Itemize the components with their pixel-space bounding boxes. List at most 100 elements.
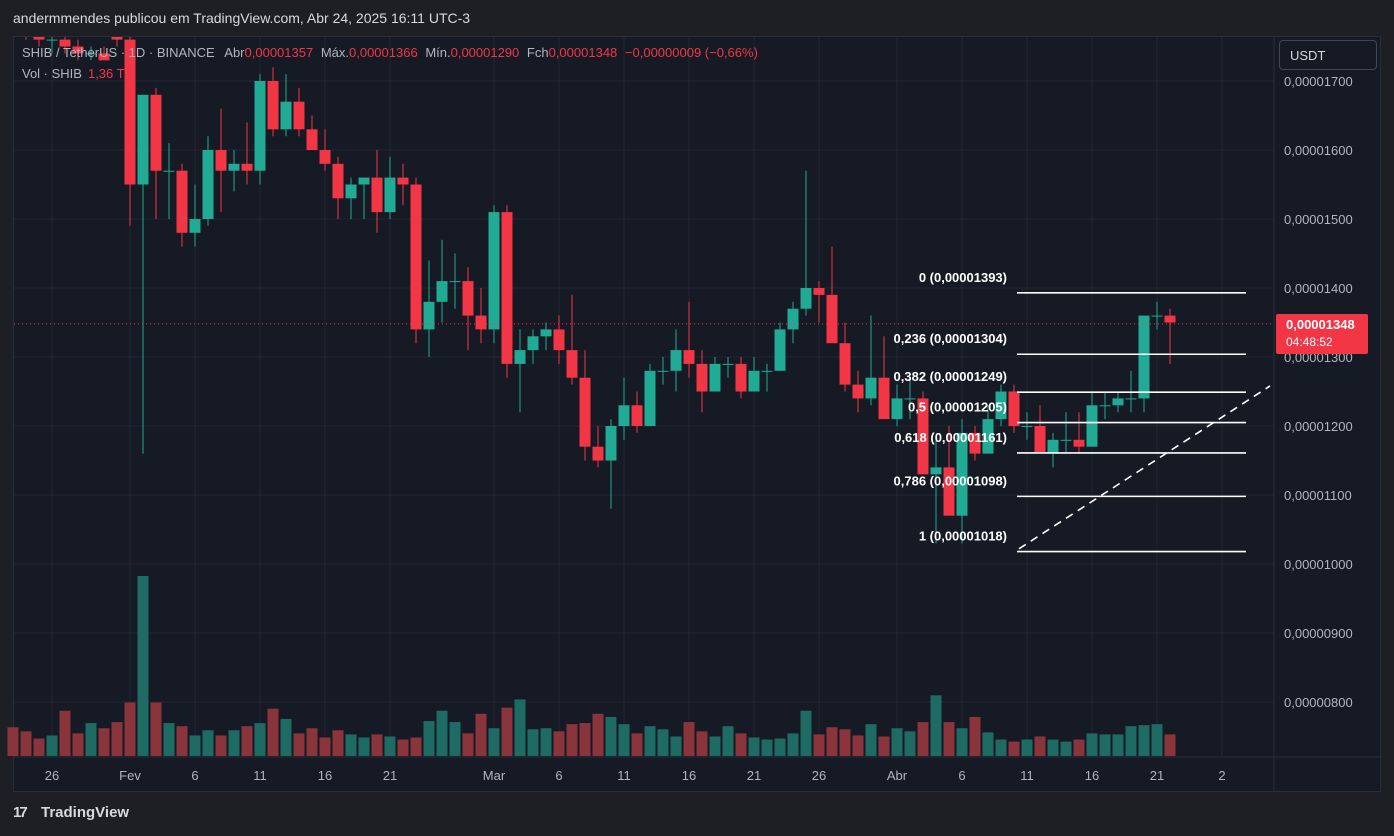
low-value: 0,00001290 bbox=[450, 45, 520, 60]
y-tick-label: 0,00001200 bbox=[1284, 419, 1353, 434]
volume-bar bbox=[1047, 739, 1059, 756]
open-label: Abr bbox=[224, 45, 245, 60]
volume-bar bbox=[98, 728, 110, 756]
volume-bar bbox=[618, 724, 630, 756]
volume-bar bbox=[735, 733, 747, 756]
volume-bar bbox=[1021, 739, 1033, 756]
candle-body bbox=[865, 377, 877, 399]
volume-bar bbox=[722, 726, 734, 756]
candle-body bbox=[475, 315, 487, 330]
volume-value: 1,36 T bbox=[87, 66, 125, 81]
candle-body bbox=[189, 219, 201, 233]
candle-body bbox=[709, 363, 721, 392]
candle-body bbox=[904, 398, 916, 400]
candle-body bbox=[358, 177, 370, 185]
volume-label[interactable]: Vol · SHIB bbox=[22, 66, 82, 81]
candle-body bbox=[410, 184, 422, 330]
tradingview-footer[interactable]: 17 TradingView bbox=[13, 804, 129, 821]
candle-body bbox=[98, 53, 110, 61]
volume-bar bbox=[774, 738, 786, 756]
volume-bar bbox=[371, 734, 383, 756]
tradingview-logo-icon: 17 bbox=[13, 804, 28, 821]
x-tick-label: 21 bbox=[1150, 768, 1164, 783]
candle-body bbox=[150, 94, 162, 171]
candle-body bbox=[436, 281, 448, 302]
volume-bar bbox=[982, 732, 994, 756]
candle-body bbox=[280, 101, 292, 130]
y-tick-label: 0,00001100 bbox=[1284, 488, 1352, 503]
candle-body bbox=[1151, 315, 1163, 317]
x-tick-label: Abr bbox=[887, 768, 908, 783]
candle-body bbox=[1099, 405, 1111, 407]
fib-level-label: 1 (0,00001018) bbox=[919, 529, 1007, 544]
volume-bar bbox=[189, 735, 201, 756]
volume-bar bbox=[150, 702, 162, 756]
volume-bar bbox=[670, 736, 682, 756]
volume-bar bbox=[137, 576, 149, 756]
volume-bar bbox=[995, 739, 1007, 756]
candle-body bbox=[670, 350, 682, 371]
candle-body bbox=[852, 384, 864, 399]
y-tick-label: 0,00001600 bbox=[1284, 143, 1353, 158]
candle-body bbox=[21, 26, 32, 33]
candle-body bbox=[540, 329, 552, 337]
high-label: Máx. bbox=[320, 45, 349, 60]
chart-panel[interactable] bbox=[13, 36, 1381, 792]
volume-bar bbox=[1138, 725, 1150, 756]
candle-body bbox=[1021, 426, 1033, 427]
candle-body bbox=[397, 177, 409, 185]
symbol-header: SHIB / TetherUS · 1D · BINANCE Abr 0,0000… bbox=[22, 45, 758, 60]
volume-bar bbox=[33, 738, 45, 756]
volume-bar bbox=[319, 737, 331, 756]
volume-bar bbox=[267, 708, 279, 756]
y-tick-label: 0,00000800 bbox=[1284, 695, 1353, 710]
volume-bar bbox=[293, 733, 305, 756]
volume-bar bbox=[1099, 734, 1111, 756]
volume-bar bbox=[514, 699, 526, 756]
volume-bar bbox=[384, 736, 396, 756]
candle-body bbox=[579, 377, 591, 447]
x-tick-label: Fev bbox=[119, 768, 141, 783]
fib-level-label: 0,5 (0,00001205) bbox=[908, 400, 1007, 415]
candle-body bbox=[345, 184, 357, 199]
y-tick-label: 0,00001400 bbox=[1284, 281, 1353, 296]
volume-bar bbox=[475, 713, 487, 756]
candle-body bbox=[761, 370, 773, 372]
last-price-tag: 0,00001348 04:48:52 bbox=[1276, 314, 1368, 354]
candle-body bbox=[553, 329, 565, 351]
symbol-label[interactable]: SHIB / TetherUS · 1D · BINANCE bbox=[22, 45, 215, 60]
candle-body bbox=[891, 398, 903, 420]
volume-bar bbox=[813, 734, 825, 756]
volume-bar bbox=[228, 730, 240, 756]
volume-bar bbox=[254, 723, 266, 756]
volume-bar bbox=[501, 707, 513, 756]
candle-body bbox=[371, 177, 383, 213]
volume-bar bbox=[85, 723, 97, 756]
currency-button[interactable]: USDT bbox=[1279, 40, 1377, 70]
volume-bar bbox=[124, 702, 136, 756]
volume-bar bbox=[644, 726, 656, 756]
close-value: 0,00001348 bbox=[548, 45, 618, 60]
candle-body bbox=[111, 37, 123, 40]
candle-body bbox=[1060, 439, 1072, 441]
volume-bar bbox=[631, 733, 643, 756]
candle-body bbox=[176, 170, 188, 233]
brand-label: TradingView bbox=[41, 804, 130, 821]
volume-bar bbox=[917, 722, 929, 756]
low-label: Mín. bbox=[425, 45, 451, 60]
volume-bar bbox=[111, 722, 123, 756]
x-tick-label: 16 bbox=[318, 768, 332, 783]
volume-bar bbox=[696, 731, 708, 756]
volume-bar bbox=[1073, 739, 1085, 756]
volume-bar bbox=[306, 728, 318, 756]
volume-bar bbox=[72, 733, 84, 756]
candle-group bbox=[21, 26, 1176, 544]
candle-body bbox=[72, 46, 84, 54]
candle-body bbox=[943, 467, 955, 516]
volume-bar bbox=[930, 695, 942, 756]
candle-body bbox=[930, 467, 942, 475]
candle-body bbox=[267, 81, 279, 130]
volume-bar bbox=[1125, 726, 1137, 756]
candle-body bbox=[774, 329, 786, 371]
